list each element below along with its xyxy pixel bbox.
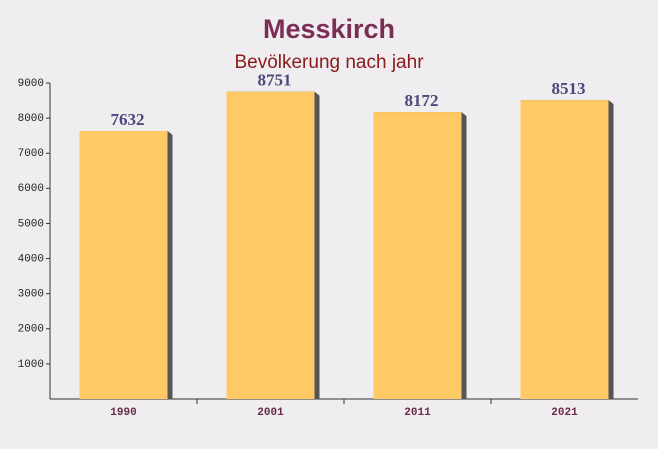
x-tick-label: 2001 bbox=[257, 407, 284, 419]
y-tick-label: 6000 bbox=[18, 183, 44, 195]
y-tick-label: 9000 bbox=[18, 78, 44, 90]
bar-shadow bbox=[314, 91, 320, 399]
bar bbox=[226, 91, 315, 399]
bar-shadow bbox=[608, 100, 614, 399]
bar bbox=[373, 112, 462, 400]
chart-subtitle: Bevölkerung nach jahr bbox=[234, 52, 424, 73]
x-tick-label: 2021 bbox=[551, 407, 578, 419]
x-tick-label: 2011 bbox=[404, 407, 431, 419]
value-label: 8751 bbox=[258, 71, 292, 90]
x-tick-label: 1990 bbox=[110, 407, 136, 419]
y-tick-label: 4000 bbox=[18, 253, 44, 265]
y-tick-label: 5000 bbox=[18, 218, 44, 230]
bar bbox=[79, 131, 168, 400]
y-tick-label: 7000 bbox=[18, 148, 44, 160]
chart-title: Messkirch bbox=[263, 14, 395, 44]
y-tick-label: 1000 bbox=[18, 359, 44, 371]
bar-shadow bbox=[461, 112, 467, 400]
y-tick-label: 8000 bbox=[18, 113, 44, 125]
y-tick-label: 2000 bbox=[18, 324, 44, 336]
value-label: 7632 bbox=[111, 110, 145, 129]
value-label: 8513 bbox=[552, 79, 586, 98]
bar-shadow bbox=[167, 131, 173, 400]
value-label: 8172 bbox=[405, 91, 439, 110]
bar bbox=[520, 100, 609, 399]
y-tick-label: 3000 bbox=[18, 289, 44, 301]
